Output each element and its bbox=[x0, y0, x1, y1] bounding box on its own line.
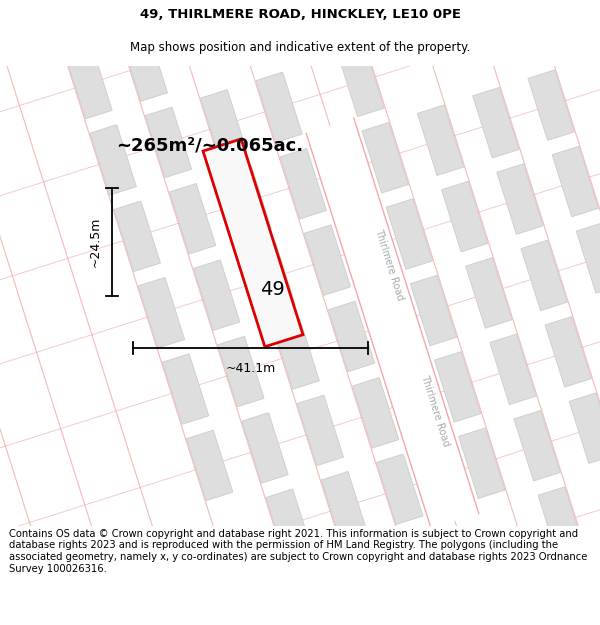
Polygon shape bbox=[266, 489, 313, 559]
Polygon shape bbox=[225, 166, 271, 236]
Polygon shape bbox=[242, 412, 288, 483]
Polygon shape bbox=[280, 149, 326, 219]
Polygon shape bbox=[194, 260, 240, 331]
Polygon shape bbox=[338, 46, 384, 117]
Text: 49: 49 bbox=[260, 279, 285, 299]
Polygon shape bbox=[304, 225, 350, 296]
Polygon shape bbox=[410, 275, 457, 346]
Polygon shape bbox=[306, 118, 479, 529]
Polygon shape bbox=[490, 334, 536, 404]
Text: Contains OS data © Crown copyright and database right 2021. This information is : Contains OS data © Crown copyright and d… bbox=[9, 529, 587, 574]
Polygon shape bbox=[139, 278, 185, 348]
Polygon shape bbox=[497, 164, 543, 234]
Polygon shape bbox=[552, 146, 598, 217]
Polygon shape bbox=[121, 31, 167, 101]
Polygon shape bbox=[386, 199, 433, 269]
Polygon shape bbox=[458, 428, 505, 499]
Polygon shape bbox=[521, 240, 567, 311]
Polygon shape bbox=[200, 89, 247, 160]
Polygon shape bbox=[203, 139, 303, 347]
Polygon shape bbox=[362, 122, 409, 193]
Polygon shape bbox=[114, 201, 160, 271]
Polygon shape bbox=[163, 354, 209, 424]
Polygon shape bbox=[514, 411, 560, 481]
Polygon shape bbox=[473, 88, 519, 158]
Text: Map shows position and indicative extent of the property.: Map shows position and indicative extent… bbox=[130, 41, 470, 54]
Polygon shape bbox=[576, 222, 600, 293]
Polygon shape bbox=[256, 72, 302, 142]
Polygon shape bbox=[66, 48, 112, 119]
Polygon shape bbox=[569, 393, 600, 464]
Polygon shape bbox=[273, 319, 319, 389]
Polygon shape bbox=[218, 336, 264, 407]
Polygon shape bbox=[145, 107, 191, 178]
Polygon shape bbox=[418, 105, 464, 176]
Polygon shape bbox=[187, 430, 233, 501]
Polygon shape bbox=[322, 471, 368, 542]
Polygon shape bbox=[538, 487, 584, 558]
Polygon shape bbox=[297, 395, 343, 466]
Text: 49, THIRLMERE ROAD, HINCKLEY, LE10 0PE: 49, THIRLMERE ROAD, HINCKLEY, LE10 0PE bbox=[139, 8, 461, 21]
Text: Thirlmere Road: Thirlmere Road bbox=[373, 227, 405, 301]
Polygon shape bbox=[434, 352, 481, 422]
Polygon shape bbox=[249, 242, 295, 313]
Text: ~265m²/~0.065ac.: ~265m²/~0.065ac. bbox=[116, 137, 304, 155]
Text: Thirlmere Road: Thirlmere Road bbox=[419, 374, 451, 448]
Polygon shape bbox=[328, 301, 374, 372]
Polygon shape bbox=[377, 454, 423, 524]
Text: ~24.5m: ~24.5m bbox=[89, 217, 102, 267]
Polygon shape bbox=[90, 124, 136, 195]
Polygon shape bbox=[169, 184, 216, 254]
Text: ~41.1m: ~41.1m bbox=[226, 362, 275, 375]
Polygon shape bbox=[545, 316, 592, 387]
Polygon shape bbox=[352, 378, 399, 448]
Polygon shape bbox=[442, 181, 488, 252]
Polygon shape bbox=[528, 70, 574, 141]
Polygon shape bbox=[466, 258, 512, 328]
